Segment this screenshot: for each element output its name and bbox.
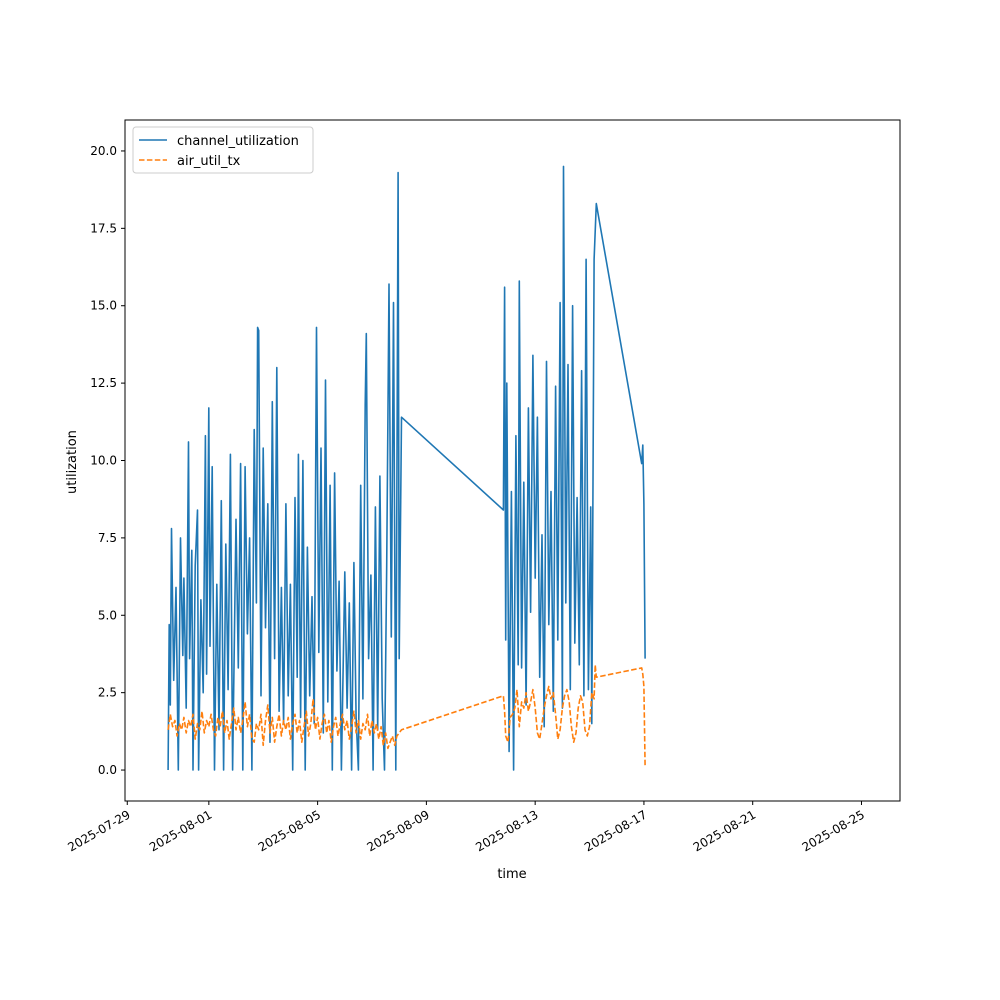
series-group bbox=[167, 165, 646, 771]
y-axis-label: utilization bbox=[65, 430, 80, 494]
legend-label-air-util-tx: air_util_tx bbox=[177, 154, 241, 169]
y-tick-label: 7.5 bbox=[98, 531, 117, 545]
y-tick-label: 17.5 bbox=[90, 221, 117, 235]
y-tick-label: 12.5 bbox=[90, 376, 117, 390]
y-tick-label: 5.0 bbox=[98, 608, 117, 622]
y-tick-label: 0.0 bbox=[98, 763, 117, 777]
x-axis-label: time bbox=[497, 867, 526, 882]
y-tick-label: 10.0 bbox=[90, 454, 117, 468]
y-tick-label: 20.0 bbox=[90, 144, 117, 158]
legend: channel_utilization air_util_tx bbox=[132, 126, 314, 174]
legend-label-channel-utilization: channel_utilization bbox=[177, 134, 299, 149]
y-tick-label: 15.0 bbox=[90, 299, 117, 313]
y-tick-label: 2.5 bbox=[98, 686, 117, 700]
series-line-channel-utilization bbox=[167, 165, 646, 771]
plot-area bbox=[167, 165, 646, 771]
legend-box bbox=[132, 126, 314, 174]
series-line-air-util-tx bbox=[167, 663, 646, 768]
